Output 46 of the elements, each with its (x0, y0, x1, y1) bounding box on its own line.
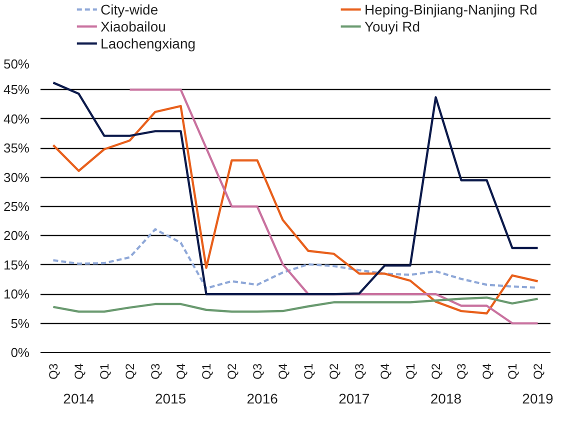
y-tick-label: 0% (10, 345, 30, 360)
x-tick-label: Q1 (199, 363, 214, 380)
y-tick-label: 30% (3, 170, 30, 185)
line-series (128, 88, 539, 324)
y-tick-label: 25% (3, 199, 30, 214)
x-tick-label: Q2 (530, 363, 545, 380)
y-tick-label: 45% (3, 82, 30, 98)
x-tick-label: Q3 (250, 363, 264, 380)
x-tick-label: Q1 (97, 363, 112, 380)
x-tick-label: Q3 (46, 363, 60, 380)
x-tick-label: Q1 (301, 363, 316, 380)
x-tick-label: Q4 (480, 363, 494, 380)
x-tick-label: Q2 (326, 363, 341, 380)
text: 2014 (63, 390, 95, 406)
text: 2017 (338, 390, 370, 406)
x-tick-label: Q4 (72, 363, 86, 380)
text: 2015 (154, 390, 186, 406)
legend-label: Xiaobailou (100, 18, 166, 34)
y-tick-label: 15% (3, 257, 30, 272)
legend-label: Laochengxiang (100, 36, 196, 52)
y-tick-label: 10% (3, 286, 30, 302)
y-tick-label: 50% (3, 56, 30, 72)
text: 2016 (246, 390, 278, 406)
text: 2019 (522, 390, 554, 406)
x-tick-label: Q2 (122, 363, 137, 380)
legend-label: City-wide (100, 2, 158, 18)
text: 2018 (430, 390, 462, 406)
x-tick-label: Q1 (505, 363, 520, 380)
x-tick-label: Q3 (352, 363, 366, 380)
x-tick-label: Q1 (403, 363, 418, 380)
line-series (52, 104, 539, 314)
x-tick-label: Q4 (276, 363, 290, 380)
x-tick-label: Q4 (378, 363, 392, 380)
line-series (52, 296, 539, 313)
line-series (52, 82, 539, 296)
y-tick-label: 40% (3, 111, 30, 126)
x-tick-label: Q2 (224, 363, 239, 380)
x-tick-label: Q4 (174, 363, 188, 380)
x-tick-label: Q3 (148, 363, 162, 380)
legend-label: Youyi Rd (364, 18, 420, 34)
x-tick-label: Q2 (428, 363, 443, 380)
y-tick-label: 5% (10, 316, 30, 331)
y-tick-label: 35% (3, 140, 30, 156)
x-tick-label: Q3 (454, 363, 468, 380)
legend-label: Heping-Binjiang-Nanjing Rd (364, 2, 538, 18)
y-tick-label: 20% (3, 228, 30, 244)
